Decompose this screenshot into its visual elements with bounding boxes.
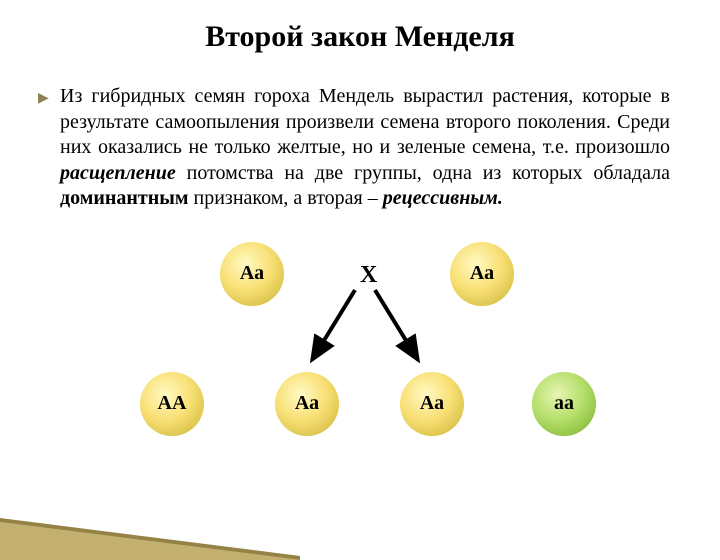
parent-pea-1: Аа xyxy=(450,242,514,306)
para-dominant-word: доминантным xyxy=(60,187,189,209)
page-title: Второй закон Менделя xyxy=(0,20,720,54)
corner-decoration xyxy=(0,460,300,560)
parent-pea-0: Аа xyxy=(220,242,284,306)
arrow-0 xyxy=(312,290,355,360)
offspring-pea-3: аа xyxy=(532,372,596,436)
body-text-block: ▶ Из гибридных семян гороха Мендель выра… xyxy=(60,84,670,212)
para-part-2: потомства на две группы, одна из которых… xyxy=(176,162,670,184)
para-part-3: признаком, а вторая – xyxy=(189,187,383,209)
offspring-pea-2: Аа xyxy=(400,372,464,436)
offspring-pea-0: АА xyxy=(140,372,204,436)
para-split-word: расщепление xyxy=(60,162,176,184)
genetics-diagram: Х АаАаАААаАааа xyxy=(80,242,640,462)
para-part-1: Из гибридных семян гороха Мендель выраст… xyxy=(60,85,670,158)
offspring-pea-1: Аа xyxy=(275,372,339,436)
arrow-1 xyxy=(375,290,418,360)
para-recessive-word: рецессивным. xyxy=(383,187,503,209)
bullet-icon: ▶ xyxy=(38,90,49,107)
paragraph: Из гибридных семян гороха Мендель выраст… xyxy=(60,84,670,212)
